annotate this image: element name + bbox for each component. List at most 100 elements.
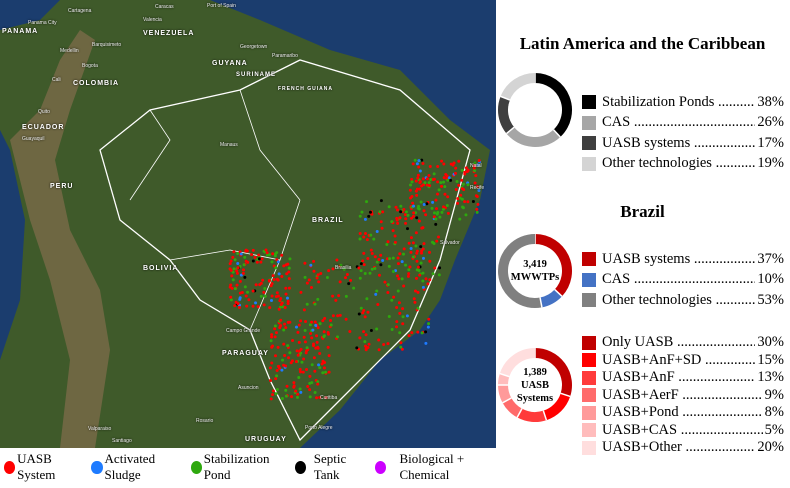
- treatment-plant-marker: [280, 253, 284, 257]
- treatment-plant-marker: [416, 176, 420, 180]
- color-swatch: [582, 95, 596, 110]
- treatment-plant-marker: [339, 263, 343, 267]
- item-percent: 17%: [757, 134, 784, 151]
- treatment-plant-marker: [395, 325, 399, 329]
- city-label: Barquisimeto: [92, 42, 122, 48]
- treatment-plant-marker: [428, 278, 432, 282]
- treatment-plant-marker: [411, 201, 415, 205]
- treatment-plant-marker: [428, 184, 432, 188]
- uasb-label: Systems: [516, 393, 554, 404]
- city-label: Brasilia: [335, 265, 352, 271]
- treatment-plant-marker: [284, 388, 288, 392]
- treatment-plant-marker: [381, 259, 385, 263]
- treatment-plant-marker: [473, 181, 477, 185]
- city-label: Recife: [470, 185, 485, 191]
- treatment-plant-marker: [299, 390, 303, 394]
- country-borders: [129, 89, 301, 331]
- treatment-plant-marker: [277, 272, 281, 276]
- brazil-legend: UASB systems37%CAS10%Other technologies5…: [582, 249, 784, 311]
- treatment-plant-marker: [322, 335, 326, 339]
- color-swatch: [582, 440, 596, 455]
- treatment-plant-marker: [398, 252, 402, 256]
- treatment-plant-marker: [454, 166, 458, 170]
- legend-label: Septic Tank: [313, 451, 347, 482]
- donut-slice: [539, 289, 562, 308]
- treatment-plant-marker: [313, 391, 317, 395]
- treatment-plant-marker: [230, 286, 234, 290]
- treatment-plant-marker: [396, 221, 400, 225]
- treatment-plant-marker: [300, 360, 304, 364]
- color-swatch: [582, 388, 596, 403]
- treatment-plant-marker: [453, 171, 457, 175]
- country-label: PERU: [50, 183, 74, 190]
- treatment-plant-marker: [308, 381, 312, 385]
- treatment-plant-marker: [399, 345, 403, 349]
- treatment-plant-marker: [269, 379, 273, 383]
- treatment-plant-marker: [305, 346, 309, 350]
- treatment-plant-marker: [232, 250, 236, 254]
- treatment-plant-marker: [416, 173, 420, 177]
- legend-row: UASB systems37%: [582, 249, 784, 270]
- treatment-plant-marker: [305, 281, 309, 285]
- country-label: BRAZIL: [312, 217, 344, 224]
- treatment-plant-marker: [401, 322, 405, 326]
- treatment-plant-marker: [460, 168, 464, 172]
- city-label: Cali: [52, 77, 61, 83]
- legend-label: Activated Sludge: [104, 451, 156, 482]
- treatment-plant-marker: [386, 283, 390, 287]
- treatment-plant-marker: [275, 387, 279, 391]
- treatment-plant-marker: [379, 263, 383, 267]
- treatment-plant-marker: [260, 257, 264, 261]
- treatment-plant-marker: [416, 306, 420, 310]
- treatment-plant-marker: [420, 184, 424, 188]
- treatment-plant-marker: [245, 304, 249, 308]
- donut-slice: [499, 348, 536, 377]
- treatment-plant-marker: [277, 307, 281, 311]
- treatment-plant-marker: [473, 169, 477, 173]
- treatment-plant-marker: [238, 291, 242, 295]
- legend-dot: [91, 460, 103, 474]
- treatment-plant-marker: [280, 368, 284, 372]
- treatment-plant-marker: [402, 284, 406, 288]
- treatment-plant-marker: [440, 184, 444, 188]
- item-label: Only UASB: [602, 334, 755, 351]
- treatment-plant-marker: [313, 369, 317, 373]
- treatment-plant-marker: [475, 185, 479, 189]
- treatment-plant-marker: [401, 252, 405, 256]
- treatment-plant-marker: [318, 352, 322, 356]
- treatment-plant-marker: [420, 251, 424, 255]
- treatment-plant-marker: [231, 278, 235, 282]
- treatment-plant-marker: [393, 240, 397, 244]
- treatment-plant-marker: [331, 314, 335, 318]
- treatment-plant-marker: [276, 364, 280, 368]
- treatment-plant-marker: [377, 338, 381, 342]
- treatment-plant-marker: [434, 198, 438, 202]
- treatment-plant-marker: [230, 274, 234, 278]
- treatment-plant-marker: [274, 266, 278, 270]
- treatment-plant-marker: [270, 335, 274, 339]
- treatment-plant-marker: [257, 253, 261, 257]
- treatment-plant-marker: [386, 290, 390, 294]
- treatment-plant-marker: [477, 188, 481, 192]
- treatment-plant-marker: [461, 182, 465, 186]
- treatment-plant-marker: [269, 339, 273, 343]
- treatment-plant-marker: [391, 270, 395, 274]
- treatment-plant-marker: [401, 307, 405, 311]
- treatment-plant-marker: [236, 302, 240, 306]
- treatment-plant-marker: [242, 268, 246, 272]
- treatment-plant-marker: [286, 299, 290, 303]
- treatment-plant-marker: [456, 197, 460, 201]
- legend-dot: [294, 460, 306, 474]
- treatment-plant-marker: [268, 366, 272, 370]
- treatment-plant-marker: [427, 174, 431, 178]
- treatment-plant-marker: [405, 314, 409, 318]
- treatment-plant-marker: [324, 396, 328, 400]
- treatment-plant-marker: [376, 303, 380, 307]
- treatment-plant-marker: [396, 289, 400, 293]
- treatment-plant-marker: [344, 294, 348, 298]
- treatment-plant-marker: [324, 370, 328, 374]
- treatment-plant-marker: [279, 296, 283, 300]
- donut-slice: [517, 408, 547, 422]
- treatment-plant-marker: [438, 266, 442, 270]
- treatment-plant-marker: [414, 276, 418, 280]
